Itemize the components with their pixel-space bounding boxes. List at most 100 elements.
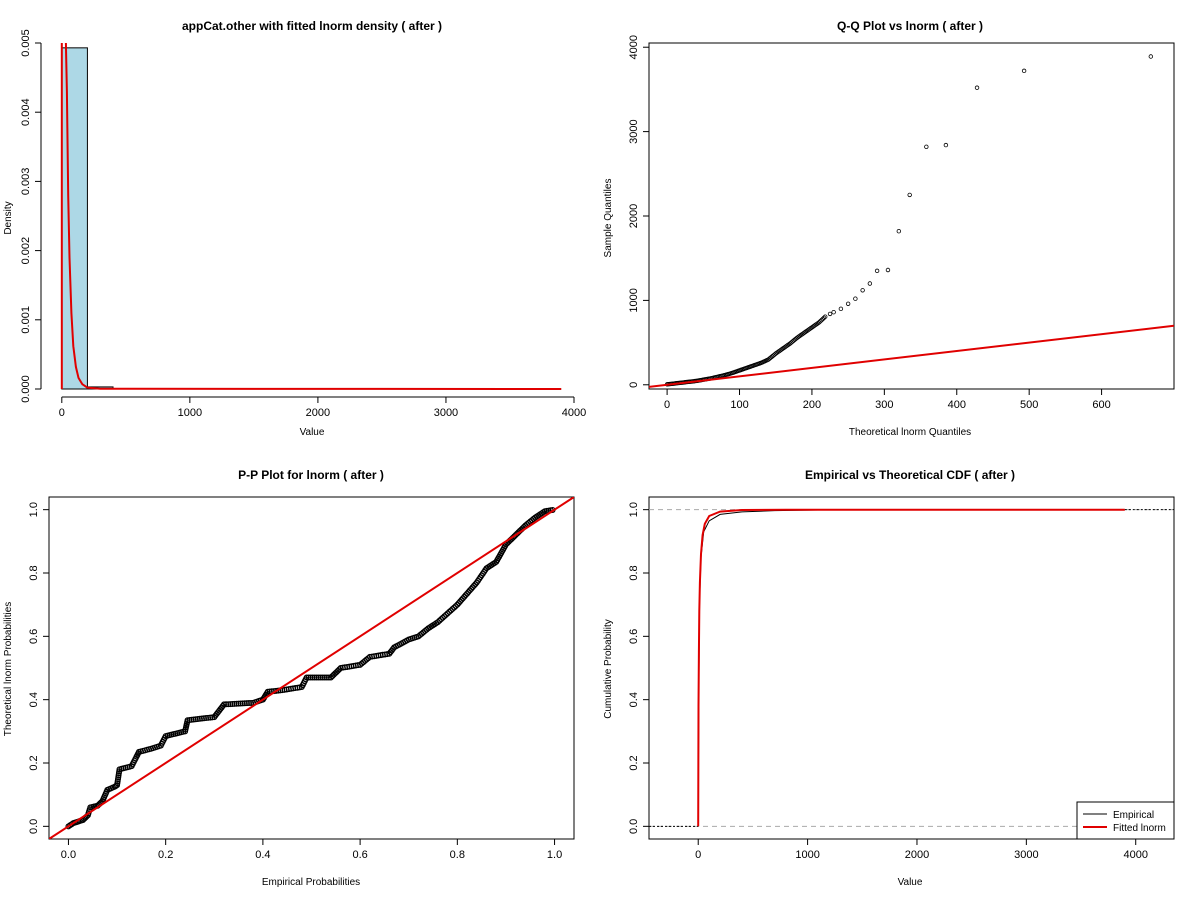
panel-density-ylabel: Density — [3, 201, 14, 234]
pp-point — [264, 688, 271, 695]
plot-frame — [648, 496, 1175, 840]
panel-qq-xlabel: Theoretical lnorm Quantiles — [849, 427, 971, 438]
y-tick-label: 1000 — [628, 288, 640, 312]
panel-pp-title: P-P Plot for lnorm ( after ) — [238, 468, 384, 482]
panel-qq: Q-Q Plot vs lnorm ( after ) Theoretical … — [603, 19, 983, 438]
qq-point — [896, 228, 902, 234]
qq-point — [838, 306, 844, 312]
pp-point — [451, 604, 458, 611]
y-tick-label: 3000 — [628, 119, 640, 143]
y-tick-label: 0.003 — [20, 168, 32, 196]
pp-point — [233, 700, 240, 707]
y-tick-label: 0.0 — [28, 819, 40, 834]
qq-point — [1021, 68, 1027, 74]
pp-point — [442, 611, 449, 618]
pp-point — [452, 603, 459, 610]
legend-label: Empirical — [1113, 810, 1154, 821]
pp-point — [449, 606, 456, 613]
y-tick-label: 0.8 — [28, 565, 40, 580]
pp-point — [239, 700, 246, 707]
x-tick-label: 0.2 — [158, 849, 173, 861]
panel-qq-title: Q-Q Plot vs lnorm ( after ) — [837, 19, 983, 33]
plot-frame — [648, 42, 1175, 390]
x-tick-label: 500 — [1020, 399, 1038, 411]
panel-pp-xlabel: Empirical Probabilities — [262, 877, 360, 888]
qq-point — [943, 142, 949, 148]
panel-density: appCat.other with fitted lnorm density (… — [3, 19, 442, 438]
pp-reference-group — [49, 497, 574, 839]
qq-reference-line — [649, 324, 1174, 388]
pp-point — [325, 674, 332, 681]
pp-point — [441, 613, 448, 620]
pp-point — [266, 688, 273, 695]
x-tick-label: 4000 — [562, 407, 586, 419]
pp-point — [246, 700, 253, 707]
histogram-bar — [61, 47, 88, 390]
pp-reference-line — [49, 497, 574, 839]
pp-point — [436, 617, 443, 624]
cdf-legend: Empirical Fitted lnorm — [1076, 801, 1175, 840]
pp-point — [444, 610, 451, 617]
x-tick-label: 0 — [695, 849, 701, 861]
y-tick-label: 0.0 — [628, 819, 640, 834]
panel-density-title: appCat.other with fitted lnorm density (… — [182, 19, 442, 33]
y-tick-label: 1.0 — [628, 502, 640, 517]
qq-point — [885, 267, 891, 273]
x-tick-label: 3000 — [1014, 849, 1038, 861]
y-tick-label: 0.6 — [628, 629, 640, 644]
y-tick-label: 0.004 — [20, 98, 32, 126]
x-tick-label: 0.8 — [450, 849, 465, 861]
x-tick-label: 1.0 — [547, 849, 562, 861]
qq-point — [820, 316, 825, 322]
pp-point — [323, 674, 330, 681]
qq-point — [1148, 54, 1154, 59]
qq-point — [821, 315, 827, 321]
qq-point — [860, 288, 865, 293]
x-tick-label: 0 — [59, 407, 65, 419]
qq-point — [845, 301, 851, 306]
qq-point — [827, 311, 833, 317]
qq-reference-group — [649, 324, 1174, 388]
qq-point — [818, 319, 823, 324]
y-tick-label: 0 — [628, 382, 640, 388]
y-tick-label: 1.0 — [28, 502, 40, 517]
pp-point — [229, 700, 236, 707]
pp-point — [241, 700, 248, 707]
pp-point — [237, 700, 244, 707]
panel-qq-ylabel: Sample Quantiles — [603, 179, 614, 258]
x-tick-label: 0.0 — [61, 849, 76, 861]
y-tick-label: 0.2 — [28, 755, 40, 770]
pp-point — [311, 674, 318, 681]
qq-point — [816, 320, 822, 325]
y-tick-label: 0.4 — [28, 692, 40, 707]
y-tick-label: 0.2 — [628, 755, 640, 770]
qq-point — [831, 310, 836, 315]
qq-point — [907, 192, 912, 198]
y-tick-label: 4000 — [628, 35, 640, 59]
panel-cdf-xlabel: Value — [898, 877, 923, 888]
pp-point — [223, 701, 230, 708]
x-tick-label: 2000 — [905, 849, 929, 861]
x-tick-label: 300 — [875, 399, 893, 411]
plot-frame — [48, 496, 575, 840]
y-tick-label: 0.6 — [28, 629, 40, 644]
panel-cdf: Empirical vs Theoretical CDF ( after ) V… — [603, 468, 1015, 888]
x-tick-label: 100 — [730, 399, 748, 411]
qq-point — [823, 314, 828, 319]
cdf-line-empirical — [697, 509, 1125, 827]
y-tick-label: 0.001 — [20, 306, 32, 334]
y-tick-label: 0.8 — [628, 565, 640, 580]
panel-pp-ylabel: Theoretical lnorm Probabilities — [3, 602, 14, 737]
panel-cdf-ylabel: Cumulative Probability — [603, 619, 614, 719]
panel-pp: P-P Plot for lnorm ( after ) Empirical P… — [3, 468, 384, 888]
pp-point — [438, 616, 445, 623]
x-tick-label: 400 — [948, 399, 966, 411]
pp-point — [434, 619, 441, 626]
y-tick-label: 0.4 — [628, 692, 640, 707]
x-tick-label: 0.4 — [255, 849, 270, 861]
pp-point — [235, 700, 242, 707]
pp-point — [313, 674, 320, 681]
x-tick-label: 0 — [664, 399, 670, 411]
cdf-reference-lines — [649, 509, 1174, 827]
